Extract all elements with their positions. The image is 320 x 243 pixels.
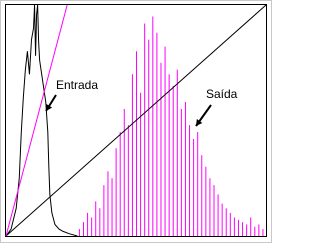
- chart: Entrada Saída: [0, 0, 272, 243]
- series-line: [5, 4, 78, 237]
- annotation-label: Saída: [206, 87, 238, 101]
- arrow-head: [46, 104, 53, 111]
- arrow-head: [196, 119, 203, 126]
- series-line: [5, 4, 267, 237]
- annotation-label: Entrada: [56, 78, 98, 92]
- series-line: [5, 4, 68, 237]
